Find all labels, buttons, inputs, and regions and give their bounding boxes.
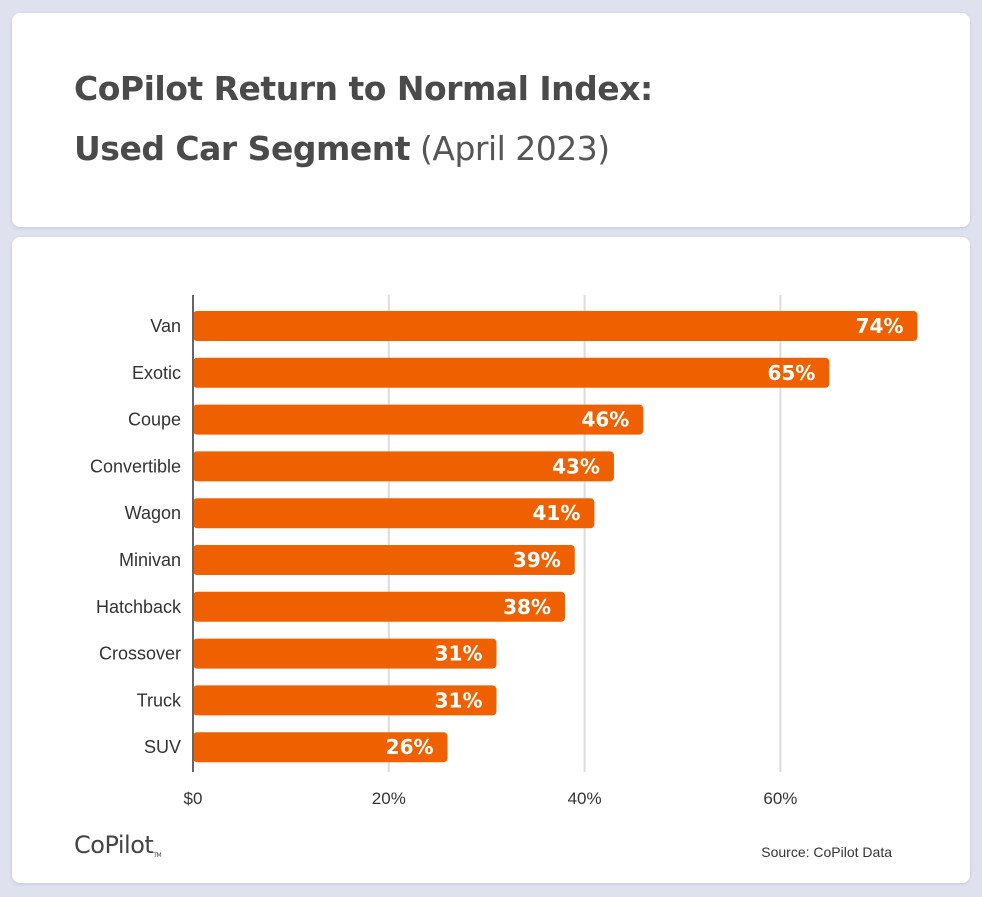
chart-title-line-2: Used Car Segment (April 2023) bbox=[74, 129, 610, 168]
category-label: Minivan bbox=[119, 550, 181, 570]
value-label: 46% bbox=[581, 408, 629, 432]
bar-van bbox=[193, 311, 918, 341]
value-labels: 74%65%46%43%41%39%38%31%31%26% bbox=[386, 314, 904, 759]
bar-minivan bbox=[193, 545, 575, 575]
x-tick-label: 40% bbox=[568, 789, 602, 808]
bar-hatchback bbox=[193, 591, 566, 622]
x-tick-label: 20% bbox=[372, 789, 406, 808]
category-label: Van bbox=[150, 316, 181, 336]
category-label: Exotic bbox=[132, 363, 181, 383]
category-label: Wagon bbox=[125, 503, 181, 523]
bar-suv bbox=[193, 732, 448, 763]
value-label: 41% bbox=[533, 501, 581, 525]
category-label: Crossover bbox=[99, 644, 181, 664]
chart-title-line-1: CoPilot Return to Normal Index: bbox=[74, 69, 653, 108]
value-label: 65% bbox=[767, 361, 815, 385]
value-label: 39% bbox=[513, 548, 561, 572]
x-tick-labels: $0 20% 40% 60% bbox=[184, 789, 798, 808]
bar-wagon bbox=[193, 498, 595, 529]
value-label: 31% bbox=[435, 688, 483, 712]
category-label: Coupe bbox=[128, 410, 181, 430]
chart-card: Van Exotic Coupe Convertible Wagon Minivan Hat… bbox=[12, 237, 970, 883]
bar-convertible bbox=[193, 451, 614, 482]
title-card: CoPilot Return to Normal Index: Used Car… bbox=[12, 13, 970, 227]
bar-truck bbox=[193, 685, 497, 716]
category-label: Convertible bbox=[90, 456, 181, 476]
source-note: Source: CoPilot Data bbox=[761, 844, 892, 860]
bar-exotic bbox=[193, 357, 830, 388]
category-label: Truck bbox=[137, 690, 182, 710]
bars bbox=[193, 311, 918, 763]
bar-coupe bbox=[193, 404, 644, 435]
logo-tm: TM bbox=[153, 852, 162, 859]
value-label: 31% bbox=[435, 642, 483, 666]
bar-chart: Van Exotic Coupe Convertible Wagon Minivan Hat… bbox=[90, 295, 918, 808]
bar-crossover bbox=[193, 638, 497, 669]
category-labels: Van Exotic Coupe Convertible Wagon Minivan Hat… bbox=[90, 316, 182, 757]
chart-title-date: (April 2023) bbox=[410, 129, 610, 168]
x-tick-label: 60% bbox=[763, 789, 797, 808]
logo-text: CoPilot bbox=[74, 831, 154, 859]
value-label: 43% bbox=[552, 454, 600, 478]
copilot-logo: CoPilotTM bbox=[74, 831, 162, 859]
chart-title-segment: Used Car Segment bbox=[74, 129, 411, 168]
category-label: Hatchback bbox=[96, 597, 182, 617]
value-label: 38% bbox=[503, 595, 551, 619]
value-label: 74% bbox=[856, 314, 904, 338]
value-label: 26% bbox=[386, 735, 434, 759]
x-tick-label: $0 bbox=[184, 789, 203, 808]
category-label: SUV bbox=[144, 737, 181, 757]
